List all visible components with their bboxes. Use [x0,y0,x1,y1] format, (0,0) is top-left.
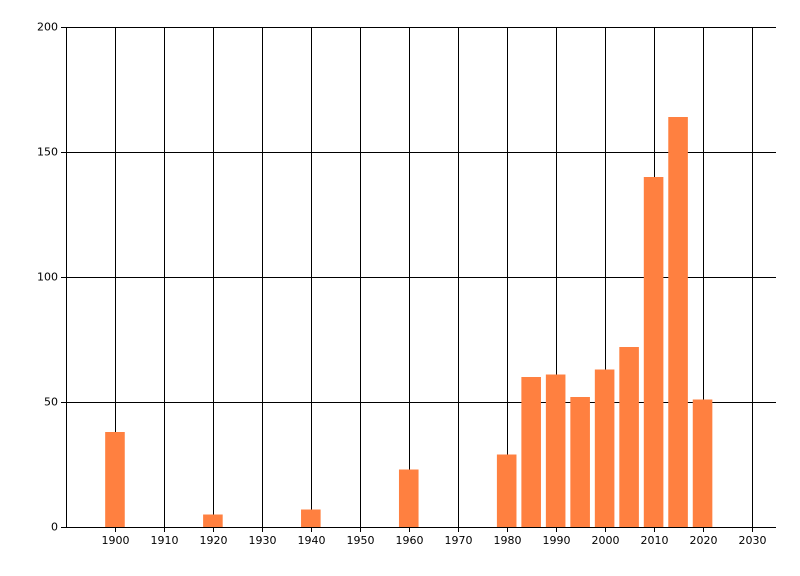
x-tick-label: 1970 [445,534,473,547]
x-tick-label: 1980 [494,534,522,547]
x-tick-label: 1910 [151,534,179,547]
bar [301,509,321,527]
bar [619,347,639,527]
x-tick-label: 1950 [347,534,375,547]
x-tick-label: 1900 [102,534,130,547]
y-tick-label: 200 [37,21,58,34]
x-tick-label: 2020 [690,534,718,547]
x-tick-label: 2030 [739,534,767,547]
y-tick-label: 150 [37,146,58,159]
bar [398,469,419,527]
y-tick-label: 0 [51,521,58,534]
bar [594,369,615,527]
x-tick-label: 1940 [298,534,326,547]
x-tick-label: 1930 [249,534,277,547]
x-tick-label: 1960 [396,534,424,547]
bar [496,454,517,527]
bar [643,177,664,527]
bar [692,399,713,527]
x-tick-label: 1920 [200,534,228,547]
bar [105,432,125,527]
x-tick-label: 1990 [543,534,571,547]
bar [570,397,590,527]
bar [545,374,566,527]
x-tick-label: 2000 [592,534,620,547]
y-tick-label: 100 [37,271,58,284]
bar [668,117,688,527]
bar [521,377,541,527]
bar [203,514,223,527]
x-tick-label: 2010 [641,534,669,547]
y-tick-label: 50 [44,396,58,409]
